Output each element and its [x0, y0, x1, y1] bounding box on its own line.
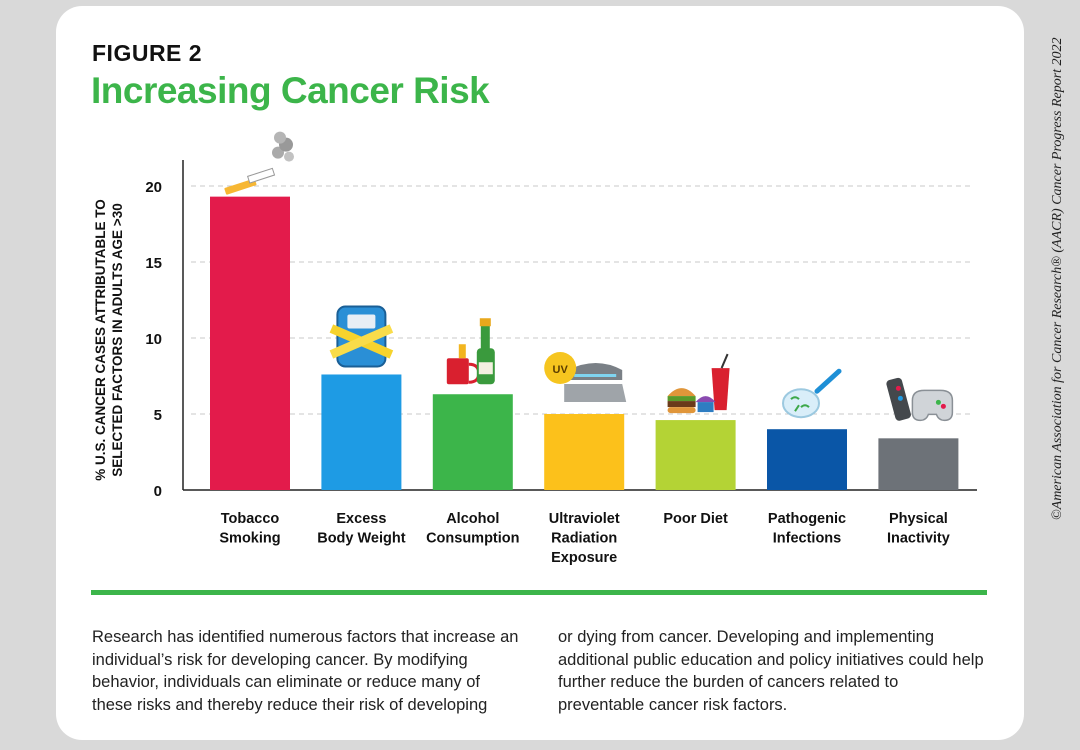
- section-divider: [91, 590, 987, 595]
- sun: [544, 352, 577, 384]
- game-controller: [911, 389, 954, 422]
- mug: [446, 358, 469, 385]
- x-tick-label-line: Alcohol: [446, 511, 499, 527]
- cigarette-paper: [246, 167, 276, 184]
- y-tick-label: 20: [145, 179, 162, 196]
- x-tick-label-line: Smoking: [219, 531, 280, 547]
- x-tick-label-line: Consumption: [426, 531, 519, 547]
- burger-patty: [667, 401, 696, 408]
- y-axis-label: % U.S. CANCER CASES ATTRIBUTABLE TO SELEC…: [93, 199, 125, 481]
- cigarette-filter: [224, 178, 257, 195]
- x-tick-label: Alcohol Consumption: [426, 511, 519, 547]
- bar: [432, 394, 513, 490]
- burger-lettuce: [667, 396, 696, 402]
- y-axis-label-line: SELECTED FACTORS IN ADULTS AGE >30: [110, 203, 125, 476]
- controller-button: [935, 399, 941, 405]
- bottle-neck: [480, 322, 490, 351]
- scale-display: [347, 314, 376, 329]
- fast-food-icon: [667, 353, 730, 414]
- y-tick-label: 15: [145, 255, 162, 272]
- x-tick-label: Pathogenic Infections: [768, 511, 846, 547]
- x-tick-label: Poor Diet: [663, 511, 728, 527]
- x-tick-label-line: Inactivity: [887, 531, 950, 547]
- bottle-foil: [479, 318, 491, 327]
- x-tick-label-line: Pathogenic: [768, 511, 846, 527]
- remote-button: [897, 395, 903, 401]
- bottle-label: [478, 362, 493, 375]
- smoke-puff: [284, 151, 294, 162]
- x-tick-label-line: Infections: [773, 531, 841, 547]
- petri-dish-icon: [782, 368, 842, 419]
- bar: [767, 429, 847, 490]
- x-tick-label-line: Tobacco: [221, 511, 280, 527]
- bar: [210, 196, 290, 490]
- bacteria: [790, 396, 810, 412]
- burger-bun-top: [667, 388, 696, 397]
- tape-strip: [329, 324, 394, 359]
- glass: [458, 344, 466, 359]
- tanning-light: [574, 374, 617, 377]
- burger-bun-bottom: [667, 407, 696, 414]
- x-tick-label-line: Exposure: [551, 550, 617, 566]
- copyright-notice: ©American Association for Cancer Researc…: [1050, 37, 1065, 520]
- x-tick-label-line: Excess: [336, 511, 386, 527]
- controller-button: [940, 403, 946, 409]
- figure-label: FIGURE 2: [92, 40, 203, 66]
- remote-controller-icon: [886, 377, 954, 422]
- y-tick-label: 0: [154, 483, 162, 500]
- scale-icon: [329, 305, 394, 368]
- cigarette-icon: [224, 131, 294, 195]
- soda-straw: [720, 353, 729, 369]
- y-axis-label-line: % U.S. CANCER CASES ATTRIBUTABLE TO: [93, 199, 108, 481]
- x-tick-label-line: Physical: [889, 511, 948, 527]
- x-tick-label: Physical Inactivity: [887, 511, 950, 547]
- x-tick-label-line: Radiation: [551, 531, 617, 547]
- x-tick-label: Tobacco Smoking: [219, 511, 280, 547]
- x-tick-label: Ultraviolet Radiation Exposure: [549, 511, 620, 566]
- smoke-puff: [272, 146, 284, 159]
- remote-button: [895, 385, 901, 391]
- x-tick-label-line: Poor Diet: [663, 511, 728, 527]
- soda-cup: [711, 368, 730, 411]
- tanning-bed-lid: [568, 363, 623, 380]
- y-tick-label: 10: [145, 331, 162, 348]
- bar: [878, 438, 959, 490]
- tanning-bed-icon: UV: [544, 352, 627, 402]
- body-text-left: Research has identified numerous factors…: [92, 628, 519, 714]
- bar: [655, 420, 736, 490]
- dropper: [814, 368, 842, 394]
- x-tick-label: Excess Body Weight: [317, 511, 406, 547]
- tanning-bed-base: [564, 384, 627, 402]
- bar: [321, 374, 402, 490]
- cupcake-top: [695, 396, 716, 403]
- uv-text: UV: [553, 364, 569, 376]
- alcohol-icon: [446, 318, 495, 385]
- petri-dish: [782, 388, 820, 419]
- body-text-right: or dying from cancer. Developing and imp…: [558, 628, 984, 714]
- smoke-puff: [274, 131, 286, 144]
- bar: [544, 414, 625, 490]
- figure-title: Increasing Cancer Risk: [91, 70, 490, 111]
- cupcake-base: [697, 402, 714, 413]
- y-tick-label: 5: [154, 407, 162, 424]
- x-tick-label-line: Ultraviolet: [549, 511, 620, 527]
- x-tick-label-line: Body Weight: [317, 531, 406, 547]
